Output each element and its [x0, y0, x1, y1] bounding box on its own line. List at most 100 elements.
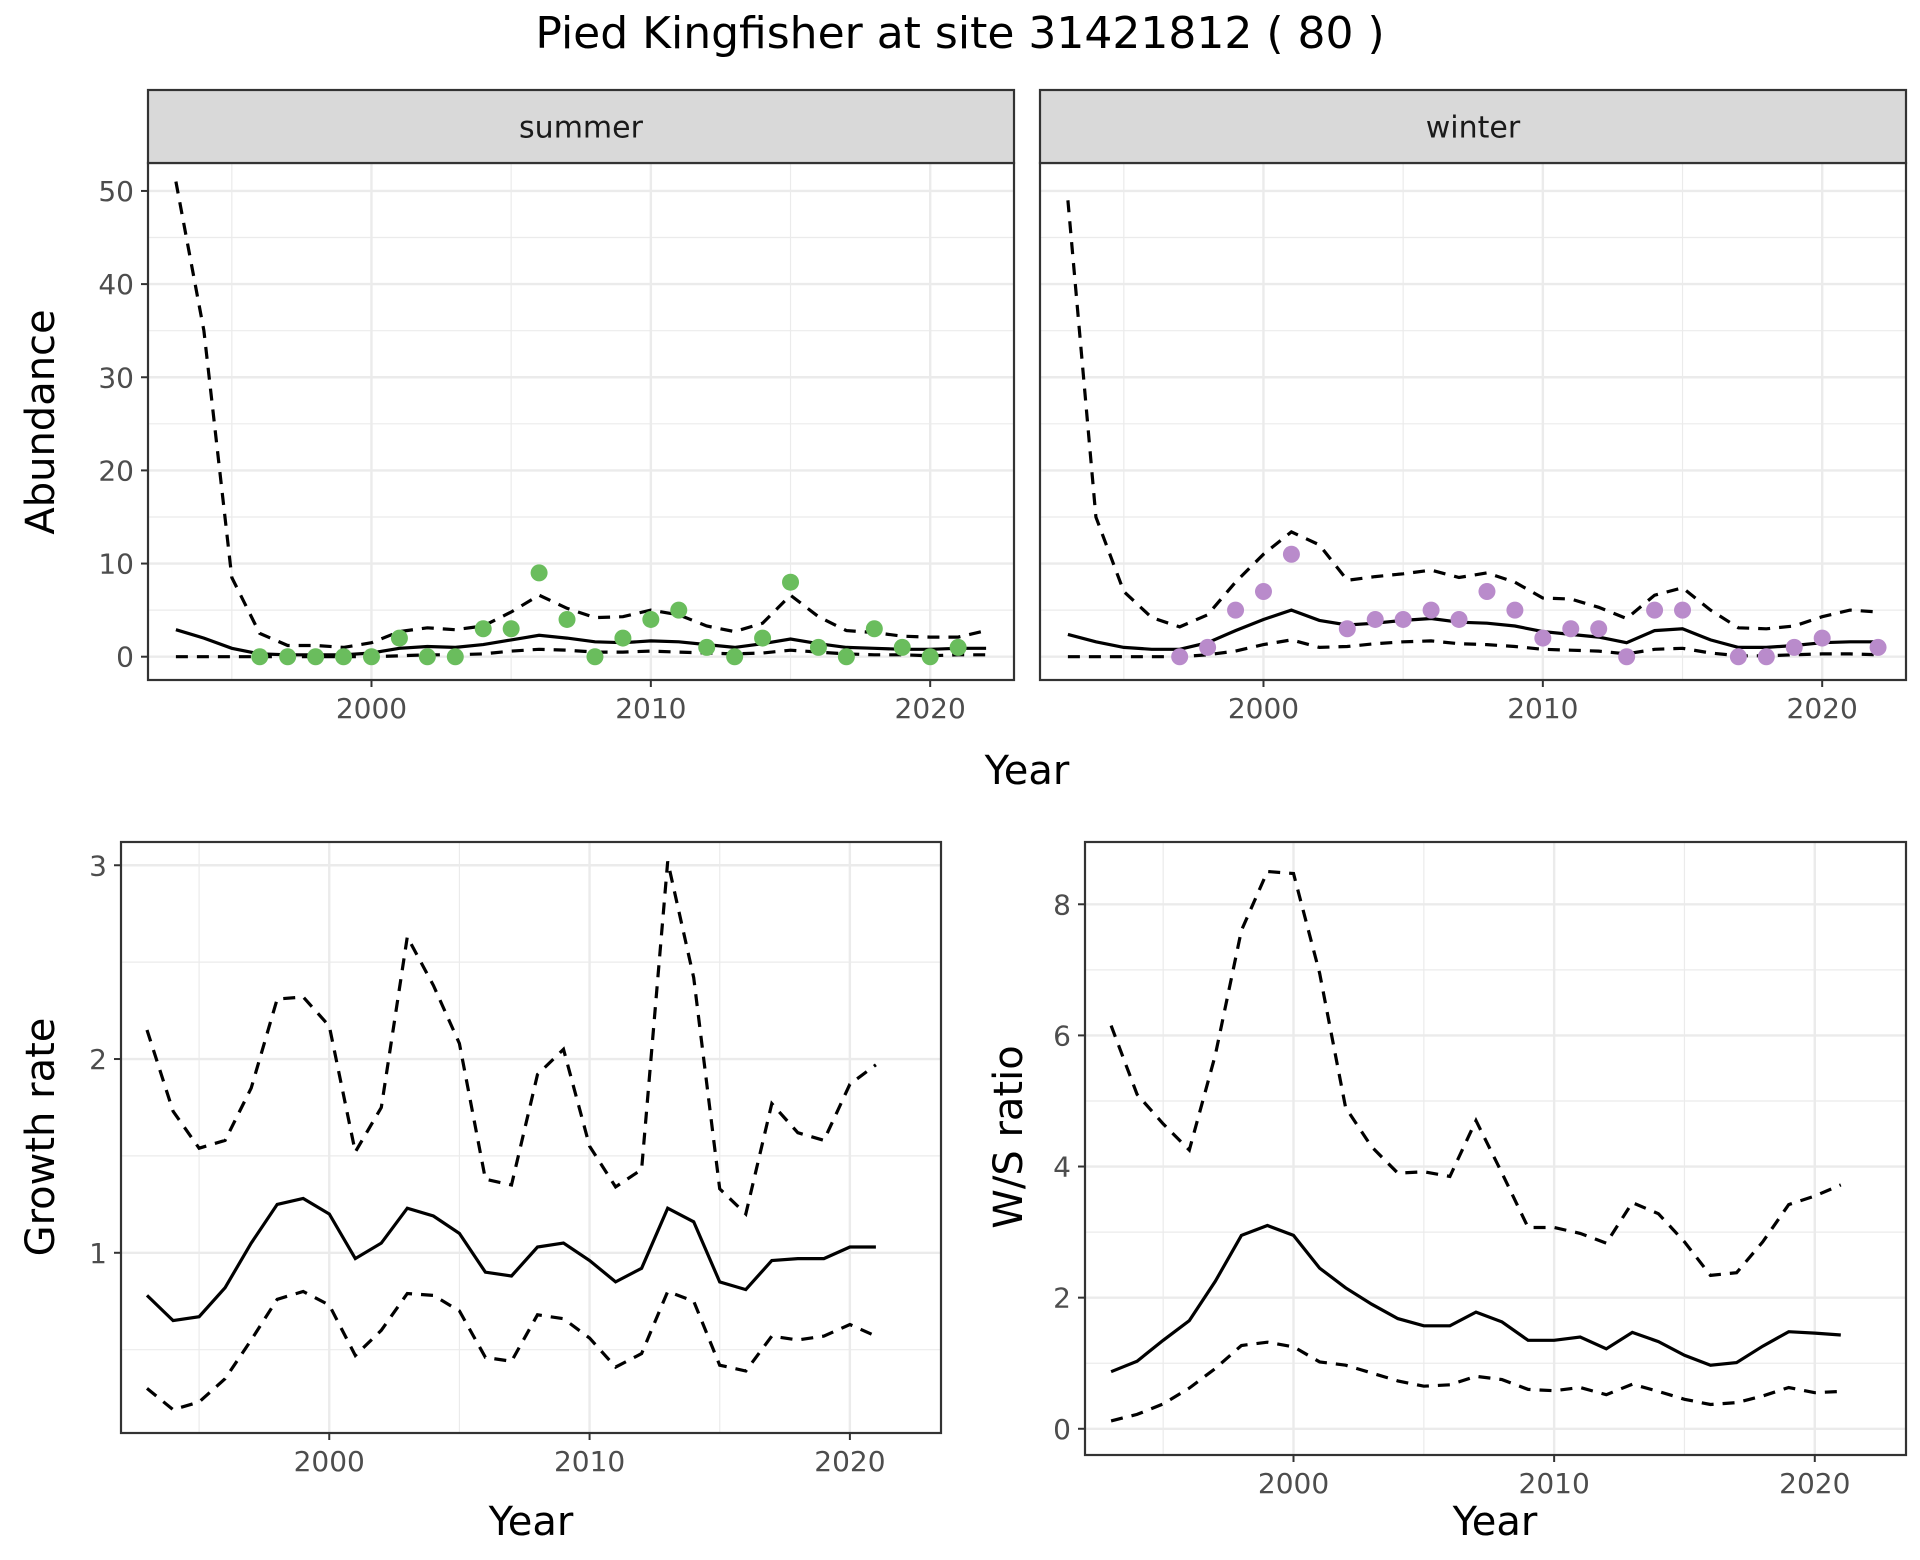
grid-lines: [148, 163, 1014, 680]
y-tick-label: 2: [1053, 1282, 1071, 1315]
observed-point: [362, 648, 380, 666]
observed-point: [1506, 601, 1524, 619]
observed-point: [1394, 610, 1412, 628]
growth-panel: 2000 2010 2020 1 2 3: [89, 840, 943, 1478]
x-axis-title: Year: [488, 1499, 574, 1545]
observed-point: [1618, 648, 1636, 666]
y-tick-label: 30: [98, 361, 134, 394]
x-tick-label: 2010: [1519, 1467, 1590, 1500]
observed-point: [1171, 648, 1189, 666]
observed-point: [446, 648, 464, 666]
estimate-line: [1110, 1223, 1841, 1374]
observed-point: [279, 648, 297, 666]
observed-point: [670, 601, 688, 619]
facet-strip: [146, 88, 1016, 165]
facet-strip-label: winter: [1426, 111, 1521, 146]
observed-point: [837, 648, 855, 666]
facet-strip: [1038, 88, 1908, 165]
observed-point: [1813, 629, 1831, 647]
observed-point: [1590, 620, 1608, 638]
observed-point: [1450, 610, 1468, 628]
x-tick-label: 2020: [895, 692, 966, 725]
observed-point: [586, 648, 604, 666]
observed-point: [1422, 601, 1440, 619]
x-tick-label: 2020: [814, 1445, 885, 1478]
y-tick-label: 4: [1053, 1151, 1071, 1184]
observed-point: [1646, 601, 1664, 619]
ws-ratio-panel: 2000 2010 2020 0 2 4 6 8: [1053, 840, 1908, 1500]
x-tick-label: 2000: [1228, 692, 1299, 725]
y-tick-label: 50: [98, 175, 134, 208]
observed-point: [418, 648, 436, 666]
grid-lines: [1085, 842, 1906, 1455]
observed-point: [251, 648, 269, 666]
observed-point: [782, 573, 800, 591]
observed-point: [307, 648, 325, 666]
observed-point: [921, 648, 939, 666]
grid-lines: [121, 842, 941, 1433]
panel-border: [119, 840, 943, 1435]
observed-point: [474, 620, 492, 638]
x-axis-title: Year: [1452, 1499, 1538, 1545]
summer-panel: 2000 2010 2020 0 10 20 30 40 50 summer: [98, 88, 1016, 725]
observed-point: [1562, 620, 1580, 638]
y-tick-label: 6: [1053, 1019, 1071, 1052]
observed-point: [893, 638, 911, 656]
observed-point: [1366, 610, 1384, 628]
observed-point: [698, 638, 716, 656]
figure-title: Pied Kingfisher at site 31421812 ( 80 ): [535, 8, 1384, 59]
y-axis-title: Abundance: [18, 309, 64, 534]
ws-ratio-chart: Year W/S ratio: [986, 1045, 1538, 1545]
x-tick-label: 2010: [615, 692, 686, 725]
observed-point: [1729, 648, 1747, 666]
observed-point: [1199, 638, 1217, 656]
facet-strip-label: summer: [519, 111, 644, 146]
x-tick-label: 2010: [1507, 692, 1578, 725]
y-tick-label: 0: [1053, 1413, 1071, 1446]
observed-point: [1674, 601, 1692, 619]
y-axis-title: W/S ratio: [986, 1045, 1032, 1228]
y-tick-label: 2: [89, 1043, 107, 1076]
observed-point: [614, 629, 632, 647]
observed-point: [1338, 620, 1356, 638]
y-axis-title: Growth rate: [18, 1018, 64, 1257]
observed-point: [1227, 601, 1245, 619]
observed-point: [1534, 629, 1552, 647]
y-tick-label: 40: [98, 268, 134, 301]
observed-point: [502, 620, 520, 638]
x-tick-label: 2010: [554, 1445, 625, 1478]
x-tick-label: 2000: [294, 1445, 365, 1478]
upper-ci-line: [1109, 869, 1842, 1278]
y-tick-label: 1: [89, 1237, 107, 1270]
observed-point: [1254, 583, 1272, 601]
observed-point: [1757, 648, 1775, 666]
panel-border: [1083, 840, 1908, 1457]
observed-point: [949, 638, 967, 656]
lower-ci-line: [145, 1289, 877, 1412]
observed-point: [390, 629, 408, 647]
observed-point: [1282, 545, 1300, 563]
observed-point: [754, 629, 772, 647]
observed-point: [558, 610, 576, 628]
y-tick-label: 20: [98, 454, 134, 487]
upper-ci-line: [145, 861, 877, 1218]
growth-rate-chart: Year Growth rate: [18, 1018, 574, 1545]
x-tick-label: 2020: [1779, 1467, 1850, 1500]
y-tick-label: 3: [89, 849, 107, 882]
x-tick-label: 2000: [336, 692, 407, 725]
observed-point: [1478, 583, 1496, 601]
observed-point: [335, 648, 353, 666]
x-tick-label: 2020: [1787, 692, 1858, 725]
observed-point: [1869, 638, 1887, 656]
observed-point: [1785, 638, 1803, 656]
observed-point: [809, 638, 827, 656]
observed-point: [865, 620, 883, 638]
upper-ci-line: [174, 181, 987, 650]
observed-point: [530, 564, 548, 582]
winter-panel: 2000 2010 2020 winter: [1038, 88, 1908, 725]
x-tick-label: 2000: [1258, 1467, 1329, 1500]
observed-point: [642, 610, 660, 628]
